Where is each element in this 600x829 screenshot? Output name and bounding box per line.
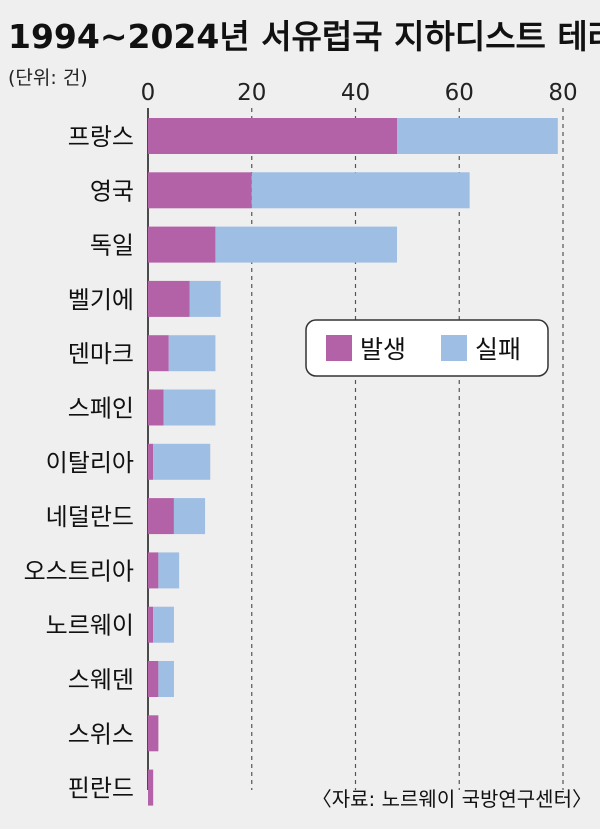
bar-failed xyxy=(168,335,216,372)
category-label: 핀란드 xyxy=(68,775,134,803)
bar-failed xyxy=(173,498,206,535)
bar-occurred xyxy=(148,226,216,263)
bar-occurred xyxy=(148,172,252,209)
x-axis-ticks: 0 20 40 60 80 xyxy=(141,80,578,106)
legend-swatch-failed xyxy=(441,335,467,361)
legend-swatch-occurred xyxy=(326,335,352,361)
legend-label-occurred: 발생 xyxy=(360,335,406,364)
x-tick-label: 40 xyxy=(341,80,370,106)
bar-occurred xyxy=(148,389,164,426)
category-label: 스페인 xyxy=(68,395,134,423)
x-tick-label: 80 xyxy=(548,80,577,106)
category-label: 네덜란드 xyxy=(46,503,134,531)
bar-occurred xyxy=(148,498,174,535)
bar-occurred xyxy=(148,443,154,480)
bar-occurred xyxy=(148,118,397,154)
category-label: 스웨덴 xyxy=(68,666,134,694)
chart-title: 1994~2024년 서유럽국 지하디스트 테러 기도 xyxy=(8,17,600,56)
bar-failed xyxy=(153,606,174,643)
legend-label-failed: 실패 xyxy=(475,335,521,364)
bar-failed xyxy=(397,118,558,154)
category-labels: 프랑스영국독일벨기에덴마크스페인이탈리아네덜란드오스트리아노르웨이스웨덴스위스핀… xyxy=(24,123,134,803)
x-tick-label: 0 xyxy=(141,80,156,106)
legend-box xyxy=(305,319,549,377)
bar-occurred xyxy=(148,769,154,806)
bar-occurred xyxy=(148,335,169,372)
category-label: 노르웨이 xyxy=(46,612,134,640)
bar-failed xyxy=(189,280,221,317)
source-label: 〈자료: 노르웨이 국방연구센터〉 xyxy=(312,787,592,811)
x-tick-label: 20 xyxy=(237,80,266,106)
category-label: 독일 xyxy=(90,232,134,260)
bar-occurred xyxy=(148,606,154,643)
bar-failed xyxy=(215,226,397,263)
category-label: 오스트리아 xyxy=(24,557,134,585)
bar-failed xyxy=(251,172,470,209)
category-label: 프랑스 xyxy=(68,123,134,151)
bars xyxy=(148,118,558,806)
category-label: 이탈리아 xyxy=(46,449,134,477)
legend: 발생 실패 xyxy=(305,319,549,377)
bar-failed xyxy=(163,389,216,426)
category-label: 덴마크 xyxy=(68,340,134,368)
bar-failed xyxy=(158,552,180,589)
bar-occurred xyxy=(148,715,159,752)
x-tick-label: 60 xyxy=(445,80,474,106)
bar-occurred xyxy=(148,280,190,317)
bar-occurred xyxy=(148,661,159,697)
category-label: 벨기에 xyxy=(68,286,134,314)
bar-occurred xyxy=(148,552,159,589)
unit-label: (단위: 건) xyxy=(8,67,88,89)
bar-failed xyxy=(153,443,211,480)
bar-failed xyxy=(158,661,174,697)
category-label: 스위스 xyxy=(68,720,134,748)
category-label: 영국 xyxy=(90,177,134,205)
